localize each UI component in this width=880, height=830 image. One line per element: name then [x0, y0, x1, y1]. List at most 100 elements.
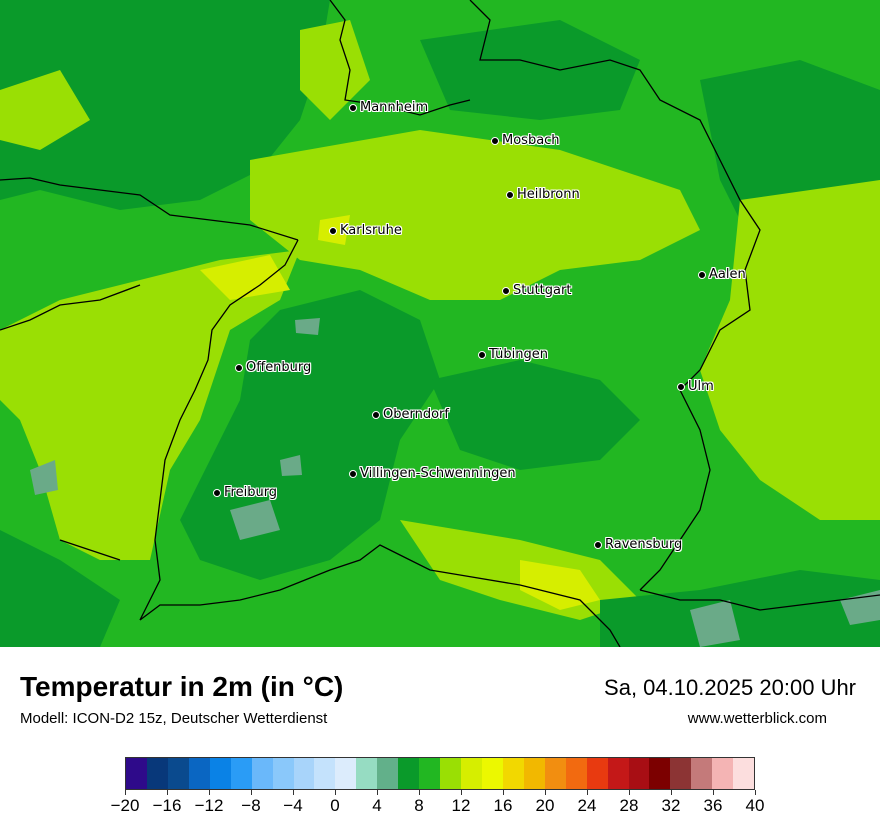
legend-color-cell: [649, 758, 671, 789]
light-green-region-north: [300, 20, 370, 120]
legend-tick-label: 28: [619, 796, 639, 815]
legend-tick-label: 12: [451, 796, 471, 815]
border-west: [0, 284, 141, 331]
city-label: Heilbronn: [517, 187, 580, 202]
city-tuebingen: Tübingen: [478, 348, 548, 361]
legend-tick-mark: [167, 790, 168, 795]
city-oberndorf: Oberndorf: [372, 408, 449, 421]
city-marker-icon: [349, 469, 357, 478]
legend-color-cell: [167, 758, 189, 789]
border-swiss: [139, 544, 621, 647]
dark-green-southwest: [0, 530, 120, 647]
legend-color-cell: [293, 758, 315, 789]
city-marker-icon: [677, 382, 685, 391]
legend-tick-mark: [251, 790, 252, 795]
city-label: Aalen: [709, 267, 746, 282]
legend-color-cell: [544, 758, 566, 789]
legend-tick-label: 8: [414, 796, 424, 815]
light-green-region-center: [250, 130, 700, 300]
light-green-region-east: [700, 180, 880, 520]
gray-green-patch-3: [280, 455, 302, 476]
city-label: Freiburg: [224, 485, 278, 500]
legend-tick-label: 0: [330, 796, 340, 815]
legend-color-cell: [398, 758, 420, 789]
border-west-lower: [59, 539, 121, 561]
border-rhine: [139, 239, 299, 621]
legend-color-cell: [691, 758, 713, 789]
legend-color-cell: [523, 758, 545, 789]
legend-tick-mark: [293, 790, 294, 795]
legend-tick-mark: [461, 790, 462, 795]
city-mosbach: Mosbach: [491, 134, 560, 147]
city-marker-icon: [349, 103, 357, 112]
city-label: Oberndorf: [383, 407, 449, 422]
forecast-datetime: Sa, 04.10.2025 20:00 Uhr: [604, 675, 856, 700]
city-heilbronn: Heilbronn: [506, 188, 580, 201]
city-mannheim: Mannheim: [349, 101, 428, 114]
legend-color-cell: [146, 758, 168, 789]
city-marker-icon: [502, 286, 510, 295]
website-link[interactable]: www.wetterblick.com: [687, 710, 827, 727]
city-marker-icon: [478, 350, 486, 359]
legend-color-cell: [628, 758, 650, 789]
gray-green-patch-4: [690, 600, 740, 647]
legend-color-cell: [335, 758, 357, 789]
city-karlsruhe: Karlsruhe: [329, 224, 402, 237]
gray-green-patch-6: [30, 460, 58, 495]
border-rheinland-pfalz: [0, 177, 299, 241]
legend-tick-mark: [629, 790, 630, 795]
legend-color-cell: [733, 758, 755, 789]
legend-tick-mark: [755, 790, 756, 795]
legend-tick-label: 40: [745, 796, 765, 815]
legend-color-cell: [356, 758, 378, 789]
legend-color-cell: [461, 758, 482, 789]
city-villingen-schwenningen: Villingen-Schwenningen: [349, 467, 516, 480]
legend-tick-mark: [419, 790, 420, 795]
color-legend-ticks: −20 −16 −12 −8 −4 0 4 8 12 16 20 24 28 32 36 40: [111, 790, 764, 820]
city-freiburg: Freiburg: [213, 486, 277, 499]
map-footer: Temperatur in 2m (in °C) Modell: ICON-D2…: [0, 647, 880, 830]
legend-tick-mark: [125, 790, 126, 795]
legend-color-cell: [377, 758, 399, 789]
city-label: Villingen-Schwenningen: [360, 466, 516, 481]
legend-tick-label: −4: [283, 796, 303, 815]
city-marker-icon: [372, 410, 380, 419]
legend-color-cell: [272, 758, 294, 789]
legend-tick-mark: [587, 790, 588, 795]
legend-tick-mark: [671, 790, 672, 795]
city-ravensburg: Ravensburg: [594, 538, 682, 551]
city-stuttgart: Stuttgart: [502, 284, 571, 297]
legend-color-cell: [670, 758, 692, 789]
legend-tick-label: 36: [703, 796, 723, 815]
city-marker-icon: [491, 136, 499, 145]
color-legend-bar: [125, 757, 755, 790]
gray-green-patch-1: [230, 500, 280, 540]
legend-tick-label: 16: [493, 796, 513, 815]
legend-color-cell: [502, 758, 524, 789]
city-label: Stuttgart: [513, 283, 572, 298]
border-hessen: [329, 0, 471, 116]
map-shading: [0, 0, 880, 647]
temperature-map: Mannheim Mosbach Heilbronn Karlsruhe Aal…: [0, 0, 880, 647]
city-offenburg: Offenburg: [235, 361, 311, 374]
legend-tick-mark: [209, 790, 210, 795]
legend-color-cell: [251, 758, 273, 789]
city-label: Ulm: [688, 379, 714, 394]
city-aalen: Aalen: [698, 268, 746, 281]
legend-tick-mark: [335, 790, 336, 795]
legend-tick-label: −12: [194, 796, 224, 815]
legend-color-cell: [607, 758, 629, 789]
legend-tick-label: −8: [241, 796, 261, 815]
city-marker-icon: [506, 190, 514, 199]
legend-tick-label: 4: [372, 796, 382, 815]
legend-tick-mark: [503, 790, 504, 795]
city-label: Ravensburg: [605, 537, 683, 552]
city-marker-icon: [235, 363, 243, 372]
legend-color-cell: [565, 758, 587, 789]
city-marker-icon: [213, 488, 221, 497]
legend-tick-mark: [545, 790, 546, 795]
model-source: Modell: ICON-D2 15z, Deutscher Wetterdie…: [20, 710, 328, 727]
city-label: Offenburg: [246, 360, 312, 375]
border-bavaria: [469, 0, 761, 591]
legend-color-cell: [419, 758, 441, 789]
